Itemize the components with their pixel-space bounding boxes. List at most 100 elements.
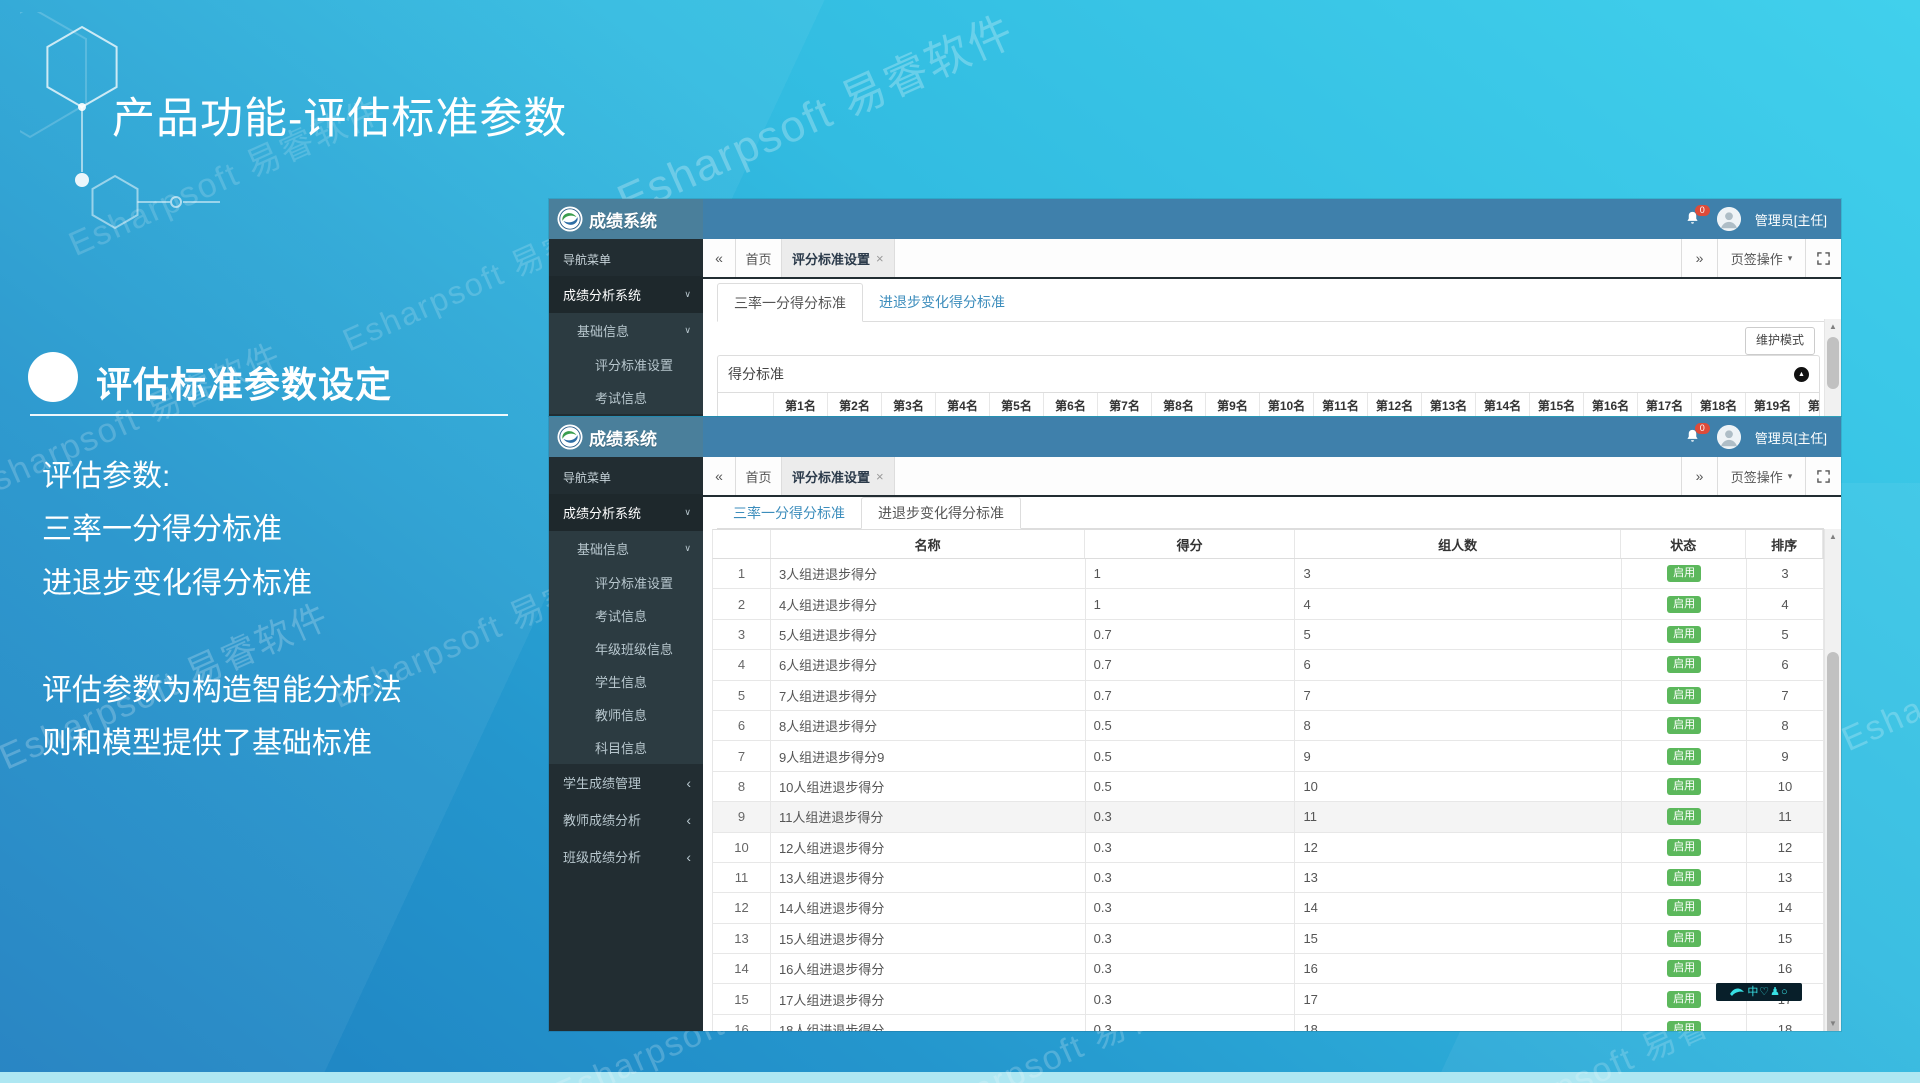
row-name: 11人组进退步得分: [771, 802, 1086, 832]
scroll-up-icon[interactable]: ▲: [1829, 532, 1837, 541]
sidebar-leaf-item[interactable]: 评分标准设置: [595, 358, 674, 373]
content-area: 三率一分得分标准 进退步变化得分标准 维护模式 得分标准 ▲ 第1名 第2名 第3名…: [703, 279, 1841, 416]
rank-column-header: 第17名: [1638, 393, 1692, 416]
sidebar-group-item[interactable]: 学生成绩管理 ‹: [563, 774, 691, 792]
table-row[interactable]: 12 14人组进退步得分 0.3 14 启用 14: [712, 893, 1824, 924]
row-order: 14: [1747, 893, 1824, 923]
tab-progress-change[interactable]: 进退步变化得分标准: [861, 497, 1021, 529]
close-tab-icon[interactable]: ×: [876, 250, 884, 266]
row-members: 8: [1295, 710, 1623, 741]
collapse-tabs-button[interactable]: «: [703, 457, 736, 495]
status-badge: 启用: [1667, 1021, 1702, 1031]
row-members: 14: [1295, 893, 1623, 923]
row-score: 0.7: [1086, 680, 1296, 710]
sidebar-leaf-item[interactable]: 评分标准设置: [595, 576, 674, 591]
table-row[interactable]: 3 5人组进退步得分 0.7 5 启用 5: [712, 619, 1824, 651]
status-badge: 启用: [1667, 838, 1702, 856]
user-menu[interactable]: 管理员[主任]: [1754, 212, 1827, 228]
chevron-down-icon: ∨: [684, 289, 691, 299]
notification-count-badge: 0: [1694, 205, 1710, 216]
maintain-mode-button[interactable]: 维护模式: [1744, 327, 1815, 355]
sidebar-item-basic-info[interactable]: 基础信息 ∨: [577, 542, 691, 557]
table-row[interactable]: 6 8人组进退步得分 0.5 8 启用 8: [712, 710, 1824, 742]
collapse-tabs-button[interactable]: «: [703, 239, 736, 277]
table-row[interactable]: 2 4人组进退步得分 1 4 启用 4: [712, 589, 1824, 620]
table-row[interactable]: 13 15人组进退步得分 0.3 15 启用 15: [712, 923, 1824, 955]
sidebar-leaf-item[interactable]: 科目信息: [595, 741, 648, 756]
sidebar-item-basic-info[interactable]: 基础信息 ∨: [577, 324, 691, 339]
tab-home[interactable]: 首页: [736, 239, 782, 277]
scroll-up-icon[interactable]: ▲: [1829, 322, 1837, 331]
table-row[interactable]: 11 13人组进退步得分 0.3 13 启用 13: [712, 862, 1824, 894]
sidebar-item-score-analysis[interactable]: 成绩分析系统 ∨: [549, 276, 703, 313]
table-row[interactable]: 5 7人组进退步得分 0.7 7 启用 7: [712, 680, 1824, 711]
brand-block[interactable]: 成绩系统: [549, 417, 703, 457]
sidebar: 导航菜单 成绩分析系统 ∨ 基础信息 ∨ 评分标准设置 考试信息 年级班级信息 学生信…: [549, 457, 703, 1031]
row-members: 4: [1295, 589, 1623, 619]
scrollbar-thumb[interactable]: [1827, 337, 1839, 389]
fullscreen-button[interactable]: [1805, 239, 1841, 277]
column-header-score: 得分: [1085, 530, 1295, 558]
fullscreen-button[interactable]: [1805, 457, 1841, 495]
row-index: 4: [713, 650, 771, 680]
sidebar-item-score-analysis[interactable]: 成绩分析系统 ∨: [549, 494, 703, 531]
bird-logo-icon: [1730, 988, 1745, 996]
rank-column-header: 第1名: [774, 393, 828, 416]
sidebar-leaf-item[interactable]: 学生信息: [595, 675, 648, 690]
page-tab-bar: « 首页 评分标准设置 × » 页签操作 ▾: [703, 457, 1841, 497]
table-row[interactable]: 4 6人组进退步得分 0.7 6 启用 6: [712, 650, 1824, 681]
expand-tabs-button[interactable]: »: [1681, 457, 1717, 495]
close-tab-icon[interactable]: ×: [876, 468, 884, 484]
scroll-down-icon[interactable]: ▼: [1829, 1019, 1837, 1028]
tab-score-standard-settings[interactable]: 评分标准设置 ×: [782, 457, 895, 495]
rank-column-header: 第6名: [1044, 393, 1098, 416]
table-row[interactable]: 8 10人组进退步得分 0.5 10 启用 10: [712, 771, 1824, 803]
scrollbar: ▲: [1824, 319, 1841, 416]
row-members: 10: [1295, 771, 1623, 802]
table-row[interactable]: 10 12人组进退步得分 0.3 12 启用 12: [712, 832, 1824, 863]
sidebar-leaf-item[interactable]: 教师信息: [595, 708, 648, 723]
user-menu[interactable]: 管理员[主任]: [1754, 430, 1827, 446]
row-status: 启用: [1622, 710, 1748, 741]
sidebar-leaf-item[interactable]: 考试信息: [595, 391, 648, 406]
row-name: 6人组进退步得分: [771, 650, 1086, 680]
panel-collapse-icon[interactable]: ▲: [1794, 366, 1809, 382]
expand-tabs-button[interactable]: »: [1681, 239, 1717, 277]
sidebar-group-item[interactable]: 教师成绩分析 ‹: [563, 811, 691, 829]
rank-column-header: 第8名: [1152, 393, 1206, 416]
row-status: 启用: [1622, 619, 1748, 650]
sidebar-group-item[interactable]: 班级成绩分析 ‹: [563, 848, 691, 866]
table-row[interactable]: 15 17人组进退步得分 0.3 17 启用 17: [712, 984, 1824, 1015]
row-status: 启用: [1622, 650, 1748, 680]
table-row[interactable]: 16 18人组进退步得分 0.3 18 启用 18: [712, 1014, 1824, 1031]
row-score: 0.7: [1086, 650, 1296, 680]
notifications-button[interactable]: 0: [1685, 205, 1710, 228]
sidebar-leaf-item[interactable]: 考试信息: [595, 609, 648, 624]
scrollbar-thumb[interactable]: [1827, 652, 1839, 1031]
notifications-button[interactable]: 0: [1685, 423, 1710, 446]
tab-home[interactable]: 首页: [736, 457, 782, 495]
row-order: 8: [1747, 710, 1824, 741]
rank-column-header: 第20名: [1800, 393, 1819, 416]
tab-three-rate-one-score[interactable]: 三率一分得分标准: [733, 504, 845, 521]
table-row[interactable]: 14 16人组进退步得分 0.3 16 启用 16: [712, 954, 1824, 985]
content-area: 三率一分得分标准 进退步变化得分标准 名称 得分 组人数 状态 排序 1: [703, 497, 1841, 1031]
brand-block[interactable]: 成绩系统: [549, 199, 703, 239]
tab-operations-dropdown[interactable]: 页签操作 ▾: [1717, 239, 1805, 277]
tab-score-standard-settings[interactable]: 评分标准设置 ×: [782, 239, 895, 277]
row-index: 3: [713, 619, 771, 650]
sidebar-leaf-item[interactable]: 年级班级信息: [595, 642, 674, 657]
avatar[interactable]: [1716, 207, 1741, 231]
table-header-row: 名称 得分 组人数 状态 排序: [712, 529, 1824, 559]
row-name: 18人组进退步得分: [771, 1014, 1086, 1031]
tab-three-rate-one-score[interactable]: 三率一分得分标准: [717, 283, 863, 322]
tab-operations-dropdown[interactable]: 页签操作 ▾: [1717, 457, 1805, 495]
table-row[interactable]: 1 3人组进退步得分 1 3 启用 3: [712, 559, 1824, 590]
app-window-bottom: 成绩系统 0 管理员[主任] 导航菜单 成绩分析系统: [549, 417, 1841, 1031]
tab-progress-change[interactable]: 进退步变化得分标准: [879, 294, 1005, 310]
rank-column-header: 第14名: [1476, 393, 1530, 416]
table-row[interactable]: 9 11人组进退步得分 0.3 11 启用 11: [712, 802, 1824, 833]
avatar[interactable]: [1716, 425, 1741, 449]
table-row[interactable]: 7 9人组进退步得分9 0.5 9 启用 9: [712, 741, 1824, 772]
slide-bottom-strip: [0, 1072, 1920, 1083]
